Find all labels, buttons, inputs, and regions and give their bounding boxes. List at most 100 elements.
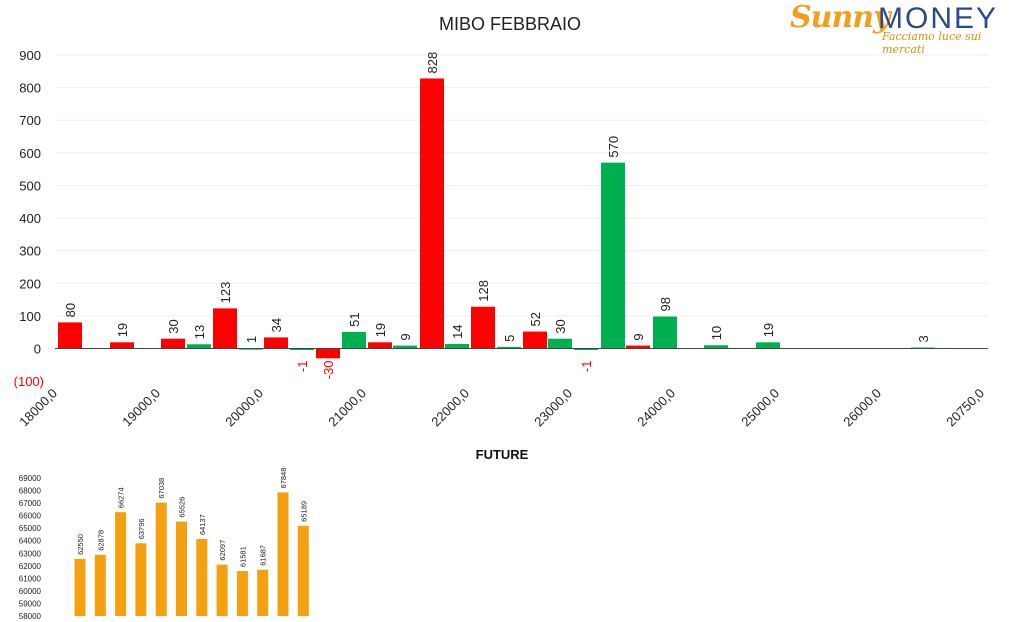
green-series-bar: [187, 344, 211, 349]
future-y-tick-label: 68000: [19, 487, 42, 496]
green-series-data-label: 570: [606, 136, 621, 158]
x-axis-ticks: 18000,0 19000,0 20000,0 21000,0 22000,0 23000…: [16, 386, 987, 430]
red-series-data-label: 80: [63, 303, 78, 317]
future-bar: [135, 543, 147, 616]
future-data-labels: 62550 62878 66274 63796 67038 65526 64137 62097…: [76, 468, 308, 567]
future-data-label: 65526: [178, 497, 187, 518]
bars: [58, 78, 935, 359]
green-series-bar: [497, 346, 521, 349]
future-data-label: 67848: [279, 468, 288, 488]
future-y-tick-label: 62000: [19, 562, 42, 571]
green-series-bar: [756, 342, 780, 349]
red-series-data-label: 34: [269, 318, 284, 332]
y-tick-label: 300: [19, 244, 41, 259]
y-tick-label: 600: [19, 146, 41, 161]
y-tick-label: 900: [19, 48, 41, 63]
green-series-data-label: -1: [295, 361, 310, 373]
future-y-tick-label: 63000: [19, 549, 42, 558]
red-series-bar: [110, 342, 134, 349]
future-bar: [277, 492, 289, 616]
red-series-bar: [58, 322, 82, 349]
y-tick-label: (100): [14, 374, 44, 389]
green-series-data-label: 14: [450, 324, 465, 338]
red-series-bar: [264, 337, 288, 349]
future-bar: [196, 539, 208, 616]
future-data-label: 65189: [299, 501, 308, 522]
green-series-data-label: 1: [244, 336, 259, 343]
red-series-bar: [213, 308, 237, 349]
future-y-tick-label: 69000: [19, 474, 42, 483]
future-y-tick-label: 67000: [19, 499, 42, 508]
red-series-bar: [626, 345, 650, 349]
green-series-data-label: 5: [502, 335, 517, 342]
red-series-data-label: 9: [631, 333, 646, 340]
logo-sunny-text: Sunny: [790, 0, 891, 35]
green-series-bar: [574, 348, 598, 350]
x-tick-label: 22000,0: [428, 386, 472, 430]
data-labels: 80 19 30 123 34 -30 19 828 128 52 9 13 1 -1 51 9 14 5 30 -1…: [63, 52, 931, 380]
future-bars: [74, 492, 309, 616]
future-y-tick-label: 60000: [19, 587, 42, 596]
future-y-tick-label: 65000: [19, 524, 42, 533]
green-series-data-label: 13: [192, 325, 207, 339]
future-data-label: 64137: [198, 514, 207, 535]
x-tick-label: 20750,0: [943, 386, 987, 430]
future-bar: [236, 571, 248, 616]
red-series-data-label: 30: [166, 319, 181, 333]
red-series-data-label: 128: [476, 280, 491, 302]
green-series-data-label: 30: [553, 319, 568, 333]
green-series-bar: [548, 338, 572, 349]
future-data-label: 61687: [259, 545, 268, 566]
future-data-label: 66274: [117, 487, 126, 508]
y-tick-label: 0: [34, 342, 41, 357]
red-series-bar: [368, 342, 392, 349]
green-series-data-label: 10: [709, 326, 724, 340]
green-series-data-label: 98: [658, 297, 673, 311]
future-y-tick-label: 64000: [19, 537, 42, 546]
future-y-tick-label: 59000: [19, 599, 42, 608]
y-tick-label: 200: [19, 276, 41, 291]
future-bar: [297, 525, 309, 616]
red-series-data-label: 828: [425, 52, 440, 74]
green-series-bar: [393, 345, 417, 349]
future-bar: [257, 569, 269, 616]
sunny-money-logo: Sunny MONEY Facciamo luce sui mercati: [786, 0, 1018, 56]
x-tick-label: 20000,0: [222, 386, 266, 430]
green-series-data-label: -1: [579, 361, 594, 373]
future-chart: 69000 68000 67000 66000 65000 64000 63000 62000…: [19, 468, 309, 620]
green-series-bar: [342, 331, 366, 349]
y-tick-label: 100: [19, 309, 41, 324]
grid-lines: [55, 54, 988, 317]
green-series-data-label: 51: [347, 312, 362, 326]
red-series-bar: [523, 331, 547, 349]
x-tick-label: 21000,0: [325, 386, 369, 430]
future-bar: [115, 512, 127, 616]
future-bar: [155, 502, 167, 616]
y-tick-label: 500: [19, 178, 41, 193]
red-series-bar: [316, 348, 340, 359]
future-bar: [176, 521, 187, 616]
future-y-tick-label: 66000: [19, 512, 42, 521]
logo-slogan: Facciamo luce sui mercati: [882, 30, 982, 56]
y-axis-ticks: 900 800 700 600 500 400 300 200 100 0 (100): [14, 48, 44, 389]
x-tick-label: 26000,0: [840, 386, 884, 430]
green-series-data-label: 19: [761, 323, 776, 337]
green-series-data-label: 3: [916, 335, 931, 342]
y-tick-label: 400: [19, 211, 41, 226]
y-tick-label: 800: [19, 81, 41, 96]
future-bar: [74, 558, 86, 616]
future-data-label: 63796: [137, 518, 146, 539]
green-series-bar: [445, 343, 469, 349]
x-tick-label: 18000,0: [16, 386, 60, 430]
red-series-bar: [161, 338, 185, 349]
red-series-data-label: 19: [115, 323, 130, 337]
mibo-oi-chart: MIBO FEBBRAIO 90080070060050040030020010…: [14, 14, 988, 462]
future-y-tick-label: 58000: [19, 612, 42, 620]
green-series-bar: [704, 345, 728, 349]
future-data-label: 62550: [76, 534, 85, 555]
future-bar: [216, 564, 228, 616]
future-data-label: 67038: [157, 478, 166, 499]
y-tick-label: 700: [19, 113, 41, 128]
x-tick-label: 23000,0: [531, 386, 575, 430]
future-data-label: 62878: [96, 530, 105, 551]
